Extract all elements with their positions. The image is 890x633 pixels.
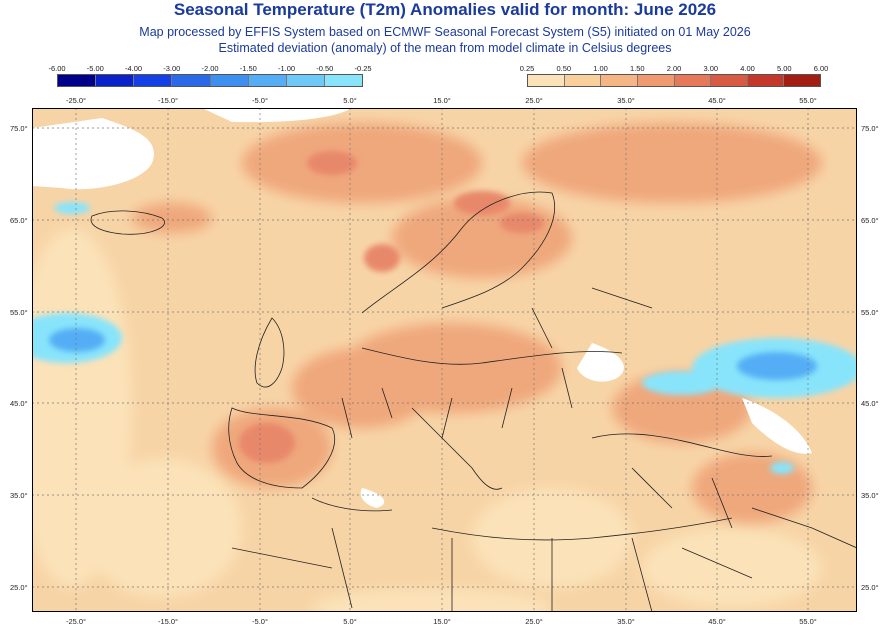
strong-cold-anomaly-areas [49,328,817,380]
longitude-label: 25.0° [525,96,543,105]
legend-color-swatch [637,75,675,86]
longitude-labels-top: -25.0° -15.0° -5.0° 5.0° 15.0° 25.0° 35.0° 45.0… [0,96,890,106]
latitude-label: 65.0° [10,216,28,225]
legend-tick-label: -6.00 [48,64,66,73]
coastlines-and-borders [90,191,857,612]
legend-tick-label: 2.00 [666,64,682,73]
latitude-label: 45.0° [861,399,879,408]
legend-tick-label: -5.00 [86,64,104,73]
legend-tick-label: 1.00 [593,64,608,73]
longitude-label: 45.0° [708,617,726,626]
map-subtitle-source: Map processed by EFFIS System based on E… [139,25,751,39]
legend-tick-label: 1.50 [629,64,645,73]
legend-tick-label: 0.25 [519,64,535,73]
longitude-label: 55.0° [799,96,817,105]
latitude-label: 25.0° [861,583,879,592]
latitude-label: 55.0° [10,308,28,317]
high-anomaly-areas [239,151,544,463]
legend-color-swatch [784,75,820,86]
longitude-label: 25.0° [525,617,543,626]
map-frame [32,108,857,612]
longitude-label: 15.0° [433,96,451,105]
map-title: Seasonal Temperature (T2m) Anomalies val… [173,0,717,19]
legend-color-swatch [58,75,97,86]
legend-tick-label: 4.00 [740,64,755,73]
longitude-label: -25.0° [65,96,87,105]
legend-tick-label: 3.00 [703,64,719,73]
latitude-label: 25.0° [10,583,28,592]
legend-tick-label: -1.50 [239,64,257,73]
latitude-label: 75.0° [10,124,28,133]
legend-color-swatch [172,75,211,86]
map-subtitle-description: Estimated deviation (anomaly) of the mea… [218,41,672,55]
legend-color-swatch [134,75,173,86]
latitude-label: 65.0° [861,216,879,225]
legend-color-swatch [711,75,748,86]
latitude-label: 75.0° [861,124,879,133]
longitude-label: 35.0° [617,617,635,626]
longitude-label: -5.0° [252,617,268,626]
legend-color-swatch [747,75,785,86]
legend-color-swatch [564,75,602,86]
legend-color-swatch [601,75,638,86]
anomaly-map [32,108,857,612]
longitude-label: 45.0° [708,96,726,105]
legend-color-swatch [674,75,712,86]
latitude-label: 35.0° [861,491,879,500]
longitude-label: 5.0° [343,617,357,626]
legend-tick-label: -3.00 [163,64,181,73]
legend-tick-label: 6.00 [813,64,829,73]
legend-color-swatch [324,75,362,86]
longitude-labels-bottom: -25.0° -15.0° -5.0° 5.0° 15.0° 25.0° 35.0° 45.0… [0,617,890,627]
latitude-label: 45.0° [10,399,28,408]
no-data-areas [32,108,812,508]
legend-tick-label: -2.00 [201,64,219,73]
legend-warm-anomaly: 0.25 0.50 1.00 1.50 2.00 3.00 4.00 5.00 6.00 [520,64,828,88]
longitude-label: -25.0° [65,617,87,626]
longitude-label: -5.0° [252,96,268,105]
legend-cold-anomaly: -6.00 -5.00 -4.00 -3.00 -2.00 -1.50 -1.00 -0.50… [48,64,372,88]
legend-tick-label: -0.25 [354,64,372,73]
legend-color-swatch [96,75,135,86]
legend-color-swatch [210,75,249,86]
lat-lon-grid [32,108,857,612]
legend-tick-label: -1.00 [277,64,296,73]
legend-tick-label: 5.00 [776,64,792,73]
low-anomaly-areas [32,228,822,612]
moderate-anomaly-areas [132,123,822,523]
longitude-label: 55.0° [799,617,817,626]
longitude-label: -15.0° [157,617,179,626]
legend-tick-label: -4.00 [124,64,143,73]
longitude-label: 15.0° [433,617,451,626]
legend-color-swatch [528,75,565,86]
longitude-label: -15.0° [157,96,179,105]
legend-color-swatch [286,75,325,86]
legend-tick-label: -0.50 [316,64,334,73]
longitude-label: 35.0° [617,96,635,105]
latitude-label: 35.0° [10,491,28,500]
legend-color-swatch [248,75,287,86]
longitude-label: 5.0° [343,96,357,105]
latitude-label: 55.0° [861,308,879,317]
legend-tick-label: 0.50 [556,64,572,73]
